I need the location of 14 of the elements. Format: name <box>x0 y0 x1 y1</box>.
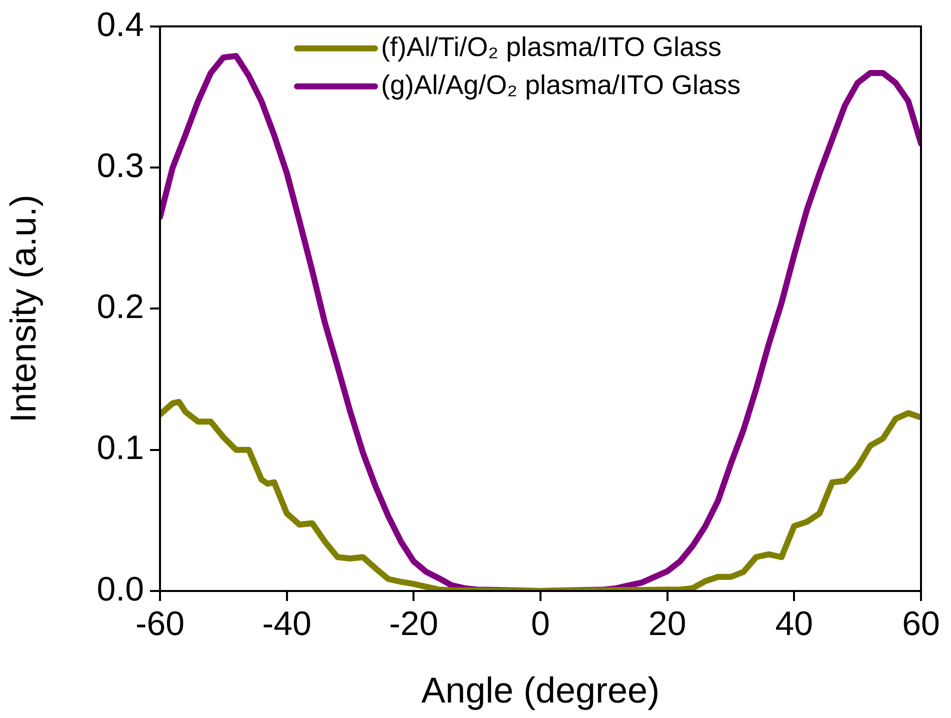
x-tick-label: 20 <box>648 604 686 643</box>
x-axis-title: Angle (degree) <box>421 669 660 710</box>
x-tick-label: -40 <box>262 604 312 643</box>
x-tick-label: 60 <box>902 604 940 643</box>
x-tick-label: 0 <box>531 604 550 643</box>
legend-label: (f)Al/Ti/O₂ plasma/ITO Glass <box>380 32 722 62</box>
x-tick-label: -20 <box>389 604 438 643</box>
legend-label: (g)Al/Ag/O₂ plasma/ITO Glass <box>380 70 741 100</box>
y-axis-title: Intensity (a.u.) <box>2 194 44 423</box>
y-tick-label: 0.2 <box>96 288 144 326</box>
y-tick-label: 0.3 <box>96 146 144 185</box>
x-tick-label: 40 <box>775 604 814 643</box>
y-tick-label: 0.1 <box>96 429 144 468</box>
y-tick-label: 0.4 <box>96 6 144 44</box>
